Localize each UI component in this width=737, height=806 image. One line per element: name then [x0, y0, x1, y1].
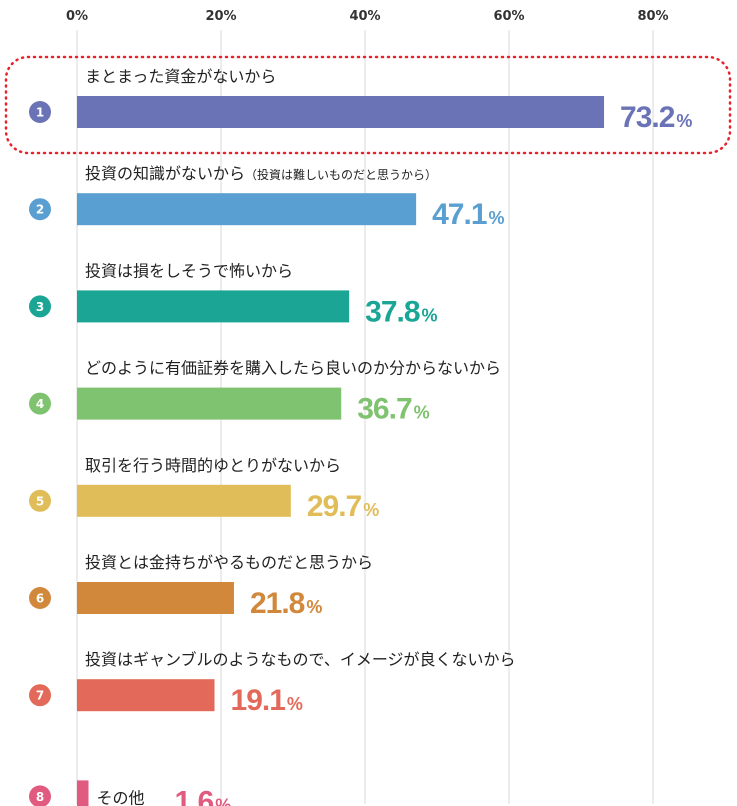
rank-badge — [29, 785, 51, 806]
category-label: どのように有価証券を購入したら良いのか分からないから — [85, 359, 501, 378]
value-number: 37.8 — [365, 295, 420, 328]
category-label-main: 取引を行う時間的ゆとりがないから — [85, 456, 341, 475]
bar — [77, 387, 342, 420]
rank-number: 4 — [36, 397, 44, 411]
rank-badge — [29, 684, 51, 707]
value-percent: % — [306, 597, 322, 617]
category-label-sub: （投資は難しいものだと思うから） — [245, 167, 437, 182]
value-label: 1.6% — [175, 785, 232, 806]
value-label: 47.1% — [432, 198, 504, 231]
category-label-main: まとまった資金がないから — [85, 67, 276, 86]
category-label: 投資はギャンブルのようなもので、イメージが良くないから — [85, 650, 516, 669]
rank-badge — [29, 198, 51, 221]
rank-number: 6 — [36, 592, 44, 606]
value-percent: % — [414, 403, 430, 423]
x-axis-ticks: 0% 20% 40% 60% 80% — [66, 9, 669, 24]
bar — [77, 96, 605, 128]
rank-number: 2 — [36, 203, 44, 217]
value-label: 19.1% — [231, 684, 303, 717]
bar — [77, 780, 89, 806]
value-percent: % — [489, 208, 505, 228]
rank-number: 3 — [36, 300, 44, 314]
bar-rows: 1 まとまった資金がないから 73.2 % 2 投資の知識がないから（投資は難しいものだと… — [29, 67, 693, 806]
category-label-main: 投資は損をしそうで怖いから — [85, 261, 293, 280]
value-number: 1.6 — [175, 785, 214, 806]
rank-number: 1 — [36, 106, 44, 120]
category-label-main: 投資の知識がないから — [85, 164, 245, 183]
value-number: 29.7 — [307, 490, 362, 523]
value-percent: % — [287, 694, 303, 714]
value-percent: % — [215, 795, 231, 806]
bar-row: 7 投資はギャンブルのようなもので、イメージが良くないから 19.1% — [29, 650, 516, 717]
bar-row: 5 取引を行う時間的ゆとりがないから 29.7% — [29, 456, 380, 523]
bar — [77, 679, 215, 712]
category-label: 取引を行う時間的ゆとりがないから — [85, 456, 341, 475]
x-tick-label: 0% — [66, 9, 88, 24]
value-label: 36.7% — [357, 393, 429, 426]
rank-number: 8 — [36, 790, 44, 804]
value-label: 29.7% — [307, 490, 379, 523]
category-label: 投資は損をしそうで怖いから — [85, 261, 293, 280]
category-label: 投資の知識がないから（投資は難しいものだと思うから） — [85, 164, 437, 183]
value-number: 19.1 — [231, 684, 286, 717]
bar-row: 2 投資の知識がないから（投資は難しいものだと思うから） 47.1% — [29, 164, 506, 231]
category-label-main: 投資はギャンブルのようなもので、イメージが良くないから — [85, 650, 516, 669]
value-label: 37.8% — [365, 295, 437, 328]
bar-row: 8 その他 1.6% — [29, 780, 232, 806]
category-label: その他 — [97, 788, 145, 806]
value-percent: % — [363, 500, 379, 520]
rank-badge — [29, 295, 51, 318]
value-label: 73.2% — [620, 101, 692, 134]
rank-badge — [29, 101, 51, 123]
bar — [77, 484, 291, 517]
value-number: 73.2 — [620, 101, 675, 134]
bar-row: 4 どのように有価証券を購入したら良いのか分からないから 36.7% — [29, 359, 501, 426]
highlight-dotted-frame — [4, 55, 732, 155]
bar — [77, 290, 350, 323]
value-percent: % — [676, 111, 692, 131]
bar — [77, 193, 417, 226]
value-number: 47.1 — [432, 198, 487, 231]
category-label-main: どのように有価証券を購入したら良いのか分からないから — [85, 359, 501, 378]
x-tick-label: 60% — [493, 9, 524, 24]
rank-number: 5 — [36, 494, 44, 508]
value-percent: % — [422, 305, 438, 325]
gridlines — [76, 30, 654, 804]
rank-badge — [29, 489, 51, 512]
bar — [77, 582, 234, 614]
value-label: 21.8% — [250, 587, 322, 620]
x-tick-label: 80% — [637, 9, 668, 24]
category-label: 投資とは金持ちがやるものだと思うから — [85, 553, 373, 572]
category-label: まとまった資金がないから — [85, 67, 276, 86]
bar-row: 3 投資は損をしそうで怖いから 37.8% — [29, 261, 439, 328]
value-number: 36.7 — [357, 393, 412, 426]
x-tick-label: 20% — [205, 9, 236, 24]
rank-badge — [29, 587, 51, 609]
rank-badge — [29, 392, 51, 415]
value-number: 21.8 — [250, 587, 305, 620]
bar-row: 1 まとまった資金がないから 73.2% — [29, 67, 693, 134]
rank-number: 7 — [36, 689, 44, 703]
bar-row: 6 投資とは金持ちがやるものだと思うから 21.8% — [29, 553, 373, 620]
x-tick-label: 40% — [349, 9, 380, 24]
category-label-main: 投資とは金持ちがやるものだと思うから — [85, 553, 373, 572]
highlight-frame — [4, 55, 732, 155]
